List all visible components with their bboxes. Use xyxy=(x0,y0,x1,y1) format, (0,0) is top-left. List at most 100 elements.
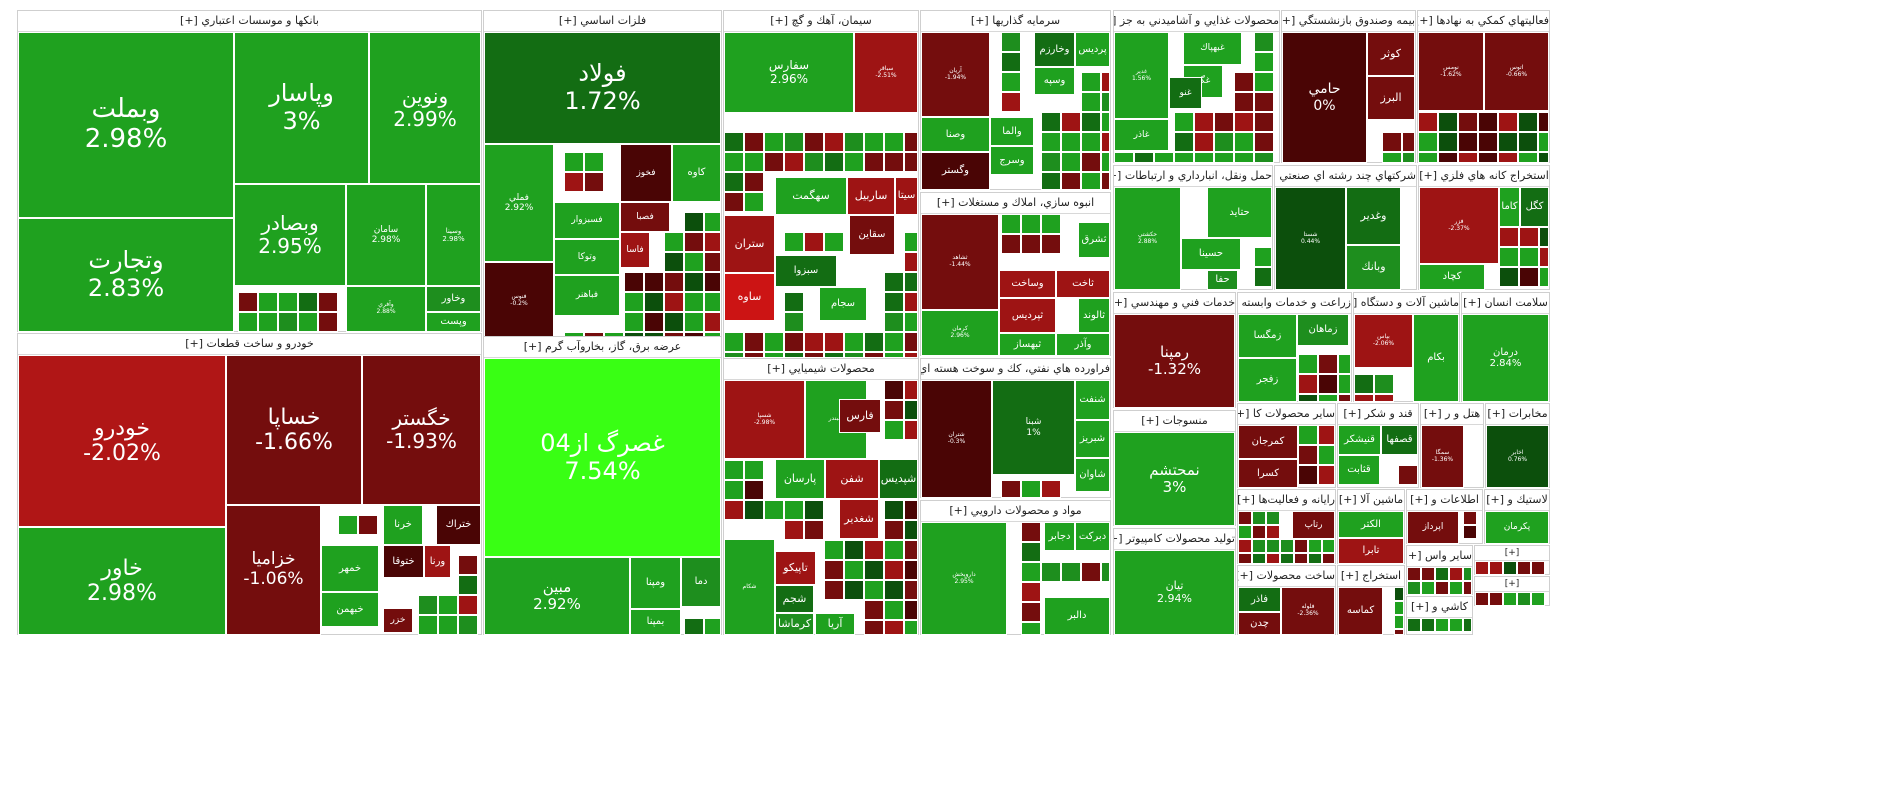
stock-tile[interactable] xyxy=(724,172,744,192)
stock-tile[interactable] xyxy=(784,132,804,152)
stock-tile[interactable] xyxy=(724,500,744,520)
stock-tile[interactable] xyxy=(744,460,764,480)
stock-tile[interactable] xyxy=(1382,152,1402,163)
stock-tile[interactable]: ثالوند xyxy=(1078,298,1110,333)
stock-tile[interactable] xyxy=(358,515,378,535)
stock-tile[interactable] xyxy=(1518,152,1538,163)
stock-tile[interactable] xyxy=(1061,562,1081,582)
stock-tile[interactable] xyxy=(584,152,604,172)
stock-tile[interactable]: شسپا -2.98% xyxy=(724,380,805,459)
stock-tile[interactable] xyxy=(884,312,904,332)
stock-tile[interactable]: كسرا xyxy=(1238,459,1298,488)
stock-tile[interactable] xyxy=(804,152,824,172)
stock-tile[interactable] xyxy=(784,152,804,172)
stock-tile[interactable] xyxy=(1021,582,1041,602)
stock-tile[interactable]: بمپنا xyxy=(630,609,681,635)
stock-tile[interactable] xyxy=(1041,152,1061,172)
stock-tile[interactable] xyxy=(1421,567,1435,581)
stock-tile[interactable] xyxy=(684,212,704,232)
stock-tile[interactable] xyxy=(624,292,644,312)
stock-tile[interactable]: خزر xyxy=(383,608,413,633)
stock-tile[interactable] xyxy=(1238,511,1252,525)
stock-tile[interactable]: حسينا xyxy=(1181,238,1241,270)
stock-tile[interactable] xyxy=(564,172,584,192)
stock-tile[interactable] xyxy=(238,312,258,332)
stock-tile[interactable] xyxy=(1499,247,1519,267)
stock-tile[interactable] xyxy=(1421,618,1435,632)
stock-tile[interactable] xyxy=(864,560,884,580)
stock-tile[interactable] xyxy=(1266,553,1280,564)
stock-tile[interactable] xyxy=(1041,112,1061,132)
stock-tile[interactable]: وبانك xyxy=(1346,245,1401,290)
stock-tile[interactable]: ساربيل xyxy=(847,177,895,215)
stock-tile[interactable] xyxy=(1254,247,1272,267)
stock-tile[interactable] xyxy=(1354,394,1374,402)
stock-tile[interactable]: شغدير xyxy=(839,499,879,539)
stock-tile[interactable] xyxy=(704,292,721,312)
stock-tile[interactable] xyxy=(884,352,904,358)
stock-tile[interactable] xyxy=(664,232,684,252)
stock-tile[interactable] xyxy=(664,252,684,272)
stock-tile[interactable] xyxy=(764,332,784,352)
stock-tile[interactable] xyxy=(1394,629,1404,635)
stock-tile[interactable]: تابرا xyxy=(1338,538,1404,564)
stock-tile[interactable]: غصرگ از04 7.54% xyxy=(484,358,721,557)
stock-tile[interactable] xyxy=(1021,602,1041,622)
stock-tile[interactable] xyxy=(1308,539,1322,553)
stock-tile[interactable] xyxy=(744,152,764,172)
stock-tile[interactable] xyxy=(1402,152,1415,163)
stock-tile[interactable]: وبصادر 2.95% xyxy=(234,184,346,286)
stock-tile[interactable]: وسپه xyxy=(1034,67,1075,95)
stock-tile[interactable] xyxy=(1503,561,1517,575)
stock-tile[interactable] xyxy=(1463,581,1472,595)
stock-tile[interactable] xyxy=(1266,539,1280,553)
stock-tile[interactable] xyxy=(258,312,278,332)
stock-tile[interactable] xyxy=(864,152,884,172)
stock-tile[interactable] xyxy=(804,520,824,540)
stock-tile[interactable] xyxy=(1539,247,1549,267)
stock-tile[interactable] xyxy=(1294,539,1308,553)
sector-title[interactable]: بيمه وصندوق بازنشستگي [+] xyxy=(1282,11,1415,32)
stock-tile[interactable]: كرمان 2.96% xyxy=(921,310,999,356)
stock-tile[interactable] xyxy=(1254,267,1272,287)
stock-tile[interactable] xyxy=(864,352,884,358)
stock-tile[interactable] xyxy=(1531,561,1545,575)
stock-tile[interactable] xyxy=(1234,92,1254,112)
stock-tile[interactable] xyxy=(1041,132,1061,152)
stock-tile[interactable]: وتوكا xyxy=(554,239,620,275)
stock-tile[interactable] xyxy=(904,580,918,600)
stock-tile[interactable] xyxy=(824,352,844,358)
stock-tile[interactable] xyxy=(1041,480,1061,498)
stock-tile[interactable]: فصبا xyxy=(620,202,670,232)
stock-tile[interactable] xyxy=(1254,72,1274,92)
sector-title[interactable]: كاشي و [+] xyxy=(1407,597,1472,618)
stock-tile[interactable]: فارس xyxy=(839,399,881,433)
stock-tile[interactable] xyxy=(884,580,904,600)
stock-tile[interactable]: ونوين 2.99% xyxy=(369,32,481,184)
stock-tile[interactable] xyxy=(784,352,804,358)
stock-tile[interactable] xyxy=(1254,132,1274,152)
stock-tile[interactable] xyxy=(1374,394,1394,402)
stock-tile[interactable]: ستران xyxy=(724,215,775,273)
stock-tile[interactable] xyxy=(1174,132,1194,152)
stock-tile[interactable] xyxy=(744,132,764,152)
stock-tile[interactable] xyxy=(418,595,438,615)
stock-tile[interactable] xyxy=(784,292,804,312)
stock-tile[interactable]: ومپنا xyxy=(630,557,681,609)
stock-tile[interactable] xyxy=(684,252,704,272)
stock-tile[interactable] xyxy=(904,312,918,332)
stock-tile[interactable]: سامان 2.98% xyxy=(346,184,426,286)
stock-tile[interactable] xyxy=(1398,465,1418,485)
stock-tile[interactable] xyxy=(684,232,704,252)
stock-tile[interactable]: خودرو -2.02% xyxy=(18,355,226,527)
stock-tile[interactable]: غبهپاك xyxy=(1183,32,1242,65)
stock-tile[interactable] xyxy=(1322,553,1335,564)
stock-tile[interactable] xyxy=(824,152,844,172)
stock-tile[interactable]: غدير 1.56% xyxy=(1114,32,1169,119)
stock-tile[interactable] xyxy=(744,480,764,500)
stock-tile[interactable] xyxy=(764,352,784,358)
stock-tile[interactable] xyxy=(1418,132,1438,152)
stock-tile[interactable] xyxy=(1438,132,1458,152)
sector-title[interactable]: منسوجات [+] xyxy=(1114,411,1235,432)
stock-tile[interactable] xyxy=(1519,227,1539,247)
